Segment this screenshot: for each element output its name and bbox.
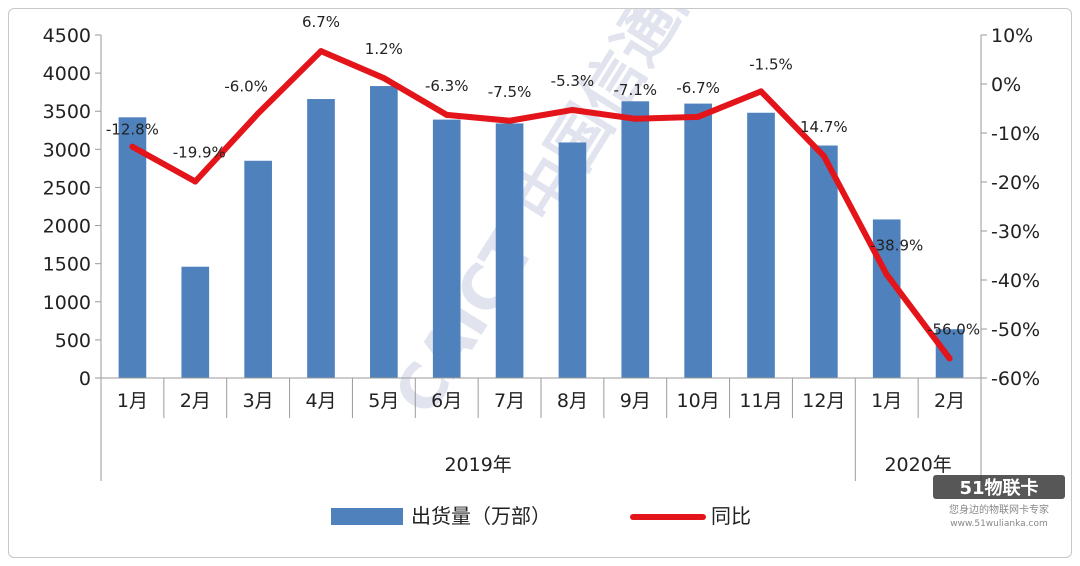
logo-slogan: 您身边的物联网卡专家 — [949, 503, 1049, 516]
category-label: 2月 — [180, 390, 211, 412]
y-right-tick-label: -10% — [991, 123, 1040, 145]
category-label: 8月 — [557, 390, 588, 412]
bar — [307, 99, 335, 378]
line-point — [758, 88, 764, 95]
data-labels: -12.8% -19.9% -6.0% 6.7% 1.2% -6.3% -7.5% -5.3%… — [106, 13, 980, 338]
line-point — [443, 111, 450, 118]
y-right-tick-label: 10% — [991, 25, 1033, 47]
group-label: 2020年 — [884, 454, 951, 476]
data-label: 6.7% — [302, 13, 340, 31]
legend-line-label: 同比 — [711, 504, 751, 528]
category-label: 6月 — [431, 390, 462, 412]
bar — [244, 160, 272, 378]
logo-brand: 51物联卡 — [959, 477, 1038, 499]
line-point — [380, 75, 387, 82]
category-label: 1月 — [871, 390, 902, 412]
data-label: -19.9% — [173, 144, 226, 162]
data-label: -6.3% — [425, 77, 469, 95]
data-label: -1.5% — [749, 55, 793, 73]
bar — [558, 142, 587, 378]
line-point — [129, 143, 136, 150]
line-point — [318, 48, 324, 55]
data-label: -12.8% — [106, 121, 159, 139]
line-point — [255, 110, 262, 117]
y-left-tick-label: 500 — [55, 330, 91, 352]
bar — [872, 219, 901, 378]
chart-frame: CAICT 中国信通院 0 500 1000 1500 2000 2500 3000 3500… — [8, 0, 1072, 558]
logo: 51物联卡 您身边的物联网卡专家 www.51wulianka.com — [933, 475, 1065, 529]
line-point — [632, 115, 639, 122]
category-label: 10月 — [677, 390, 720, 412]
bar — [370, 86, 398, 379]
y-left-tick-label: 4500 — [43, 25, 91, 47]
data-label: 14.7% — [800, 118, 848, 136]
category-label: 9月 — [620, 390, 651, 412]
y-left-tick-label: 1500 — [43, 254, 91, 276]
data-label: -56.0% — [927, 320, 980, 338]
line-point — [883, 271, 890, 278]
line-point — [695, 113, 702, 120]
bar — [432, 119, 461, 379]
category-label: 2月 — [934, 390, 965, 412]
category-label: 5月 — [368, 390, 399, 412]
bar — [118, 117, 147, 378]
category-label: 7月 — [494, 390, 525, 412]
logo-url: www.51wulianka.com — [950, 519, 1048, 529]
line-point — [946, 355, 953, 362]
legend-bar-label: 出货量（万部） — [411, 504, 551, 528]
y-right-tick-label: -30% — [991, 221, 1040, 243]
logo-badge — [933, 475, 1065, 499]
line-point — [506, 117, 513, 124]
chart-svg: CAICT 中国信通院 0500100015002000250030003500… — [43, 0, 1065, 529]
bar — [495, 123, 524, 378]
line-series — [129, 48, 953, 362]
legend-bar-swatch — [331, 508, 403, 525]
y-left-tick-label: 2500 — [43, 177, 91, 199]
y-left-tick-label: 3000 — [43, 139, 91, 161]
data-label: -38.9% — [870, 237, 923, 255]
y-left-tick-label: 0 — [79, 368, 91, 390]
bar — [810, 145, 838, 378]
category-label: 11月 — [739, 390, 782, 412]
data-label: 1.2% — [365, 40, 403, 58]
group-label: 2019年 — [444, 454, 511, 476]
y-right-tick-label: -40% — [991, 270, 1040, 292]
axes: 0 500 1000 1500 2000 2500 3000 3500 4000 4500 10% 0… — [43, 25, 1040, 481]
y-left-tick-label: 4000 — [43, 63, 91, 85]
bar-series — [118, 86, 964, 379]
y-left-tick-label: 1000 — [43, 292, 91, 314]
y-right-tick-label: -20% — [991, 172, 1040, 194]
y-left-tick-label: 2000 — [43, 216, 91, 238]
bar — [684, 103, 712, 378]
bar — [181, 266, 210, 378]
yoy-line — [129, 48, 953, 362]
data-label: -6.0% — [224, 77, 268, 95]
y-right-tick-label: -60% — [991, 368, 1040, 390]
data-label: -6.7% — [676, 79, 720, 97]
data-label: -5.3% — [551, 72, 595, 90]
line-point — [192, 178, 199, 185]
y-right-tick-label: 0% — [991, 74, 1021, 96]
y-right-tick-label: -50% — [991, 319, 1040, 341]
category-label: 12月 — [802, 390, 845, 412]
data-label: -7.1% — [614, 81, 658, 99]
bar — [747, 112, 775, 378]
y-left-tick-label: 3500 — [43, 101, 91, 123]
data-label: -7.5% — [488, 83, 532, 101]
bar — [621, 101, 650, 379]
line-point — [569, 106, 576, 113]
line-point — [820, 153, 827, 160]
category-label: 3月 — [243, 390, 274, 412]
legend: 出货量（万部） 同比 — [331, 504, 751, 528]
category-label: 1月 — [117, 390, 148, 412]
category-label: 4月 — [305, 390, 336, 412]
